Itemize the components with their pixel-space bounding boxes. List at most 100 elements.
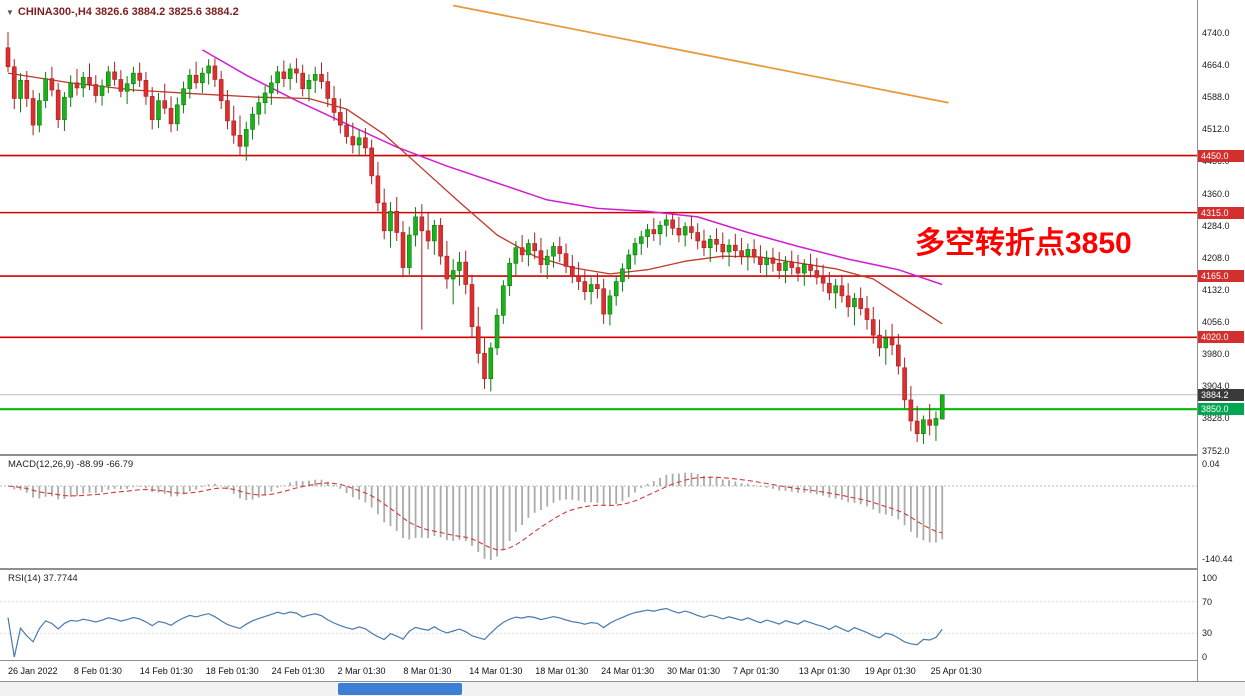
candle-body xyxy=(833,285,838,294)
candle-body xyxy=(174,104,180,125)
candle-body xyxy=(870,319,876,336)
candle-body xyxy=(99,85,105,96)
candle-body xyxy=(419,216,425,232)
candle-body xyxy=(294,68,299,74)
candle-body xyxy=(538,250,544,265)
candle-body xyxy=(651,229,657,235)
candle-body xyxy=(532,243,537,251)
rsi-axis-label: 70 xyxy=(1202,596,1213,607)
candle-body xyxy=(852,298,857,308)
candle-body xyxy=(43,78,48,101)
candle-body xyxy=(406,234,412,268)
candle-body xyxy=(55,89,61,120)
macd-axis-label: -140.44 xyxy=(1202,554,1233,564)
candle-body xyxy=(457,261,462,271)
trendline[interactable] xyxy=(452,4,949,104)
candle-body xyxy=(87,77,92,85)
macd-indicator-canvas[interactable] xyxy=(0,456,1197,568)
price-axis[interactable]: 4740.04664.04588.04512.04436.04360.04284… xyxy=(1198,0,1245,681)
candle-body xyxy=(24,80,30,99)
symbol-dropdown-icon[interactable]: ▼ xyxy=(6,7,14,17)
bottom-strip-highlight[interactable] xyxy=(338,683,462,695)
candle-body xyxy=(921,419,926,435)
candle-body xyxy=(74,82,80,89)
candle-body xyxy=(206,65,211,74)
date-tick-label: 26 Jan 2022 xyxy=(8,666,58,676)
candle-body xyxy=(638,236,644,244)
candle-body xyxy=(839,285,845,297)
candle-body xyxy=(237,134,243,147)
candle-body xyxy=(325,81,331,99)
candle-body xyxy=(877,334,882,349)
candle-body xyxy=(338,112,343,126)
candle-body xyxy=(200,72,205,84)
candle-body xyxy=(789,261,795,268)
candle-body xyxy=(864,308,870,320)
candle-body xyxy=(375,175,381,204)
panel-splitter-macd[interactable] xyxy=(0,454,1245,456)
candle-body xyxy=(607,295,613,315)
candle-body xyxy=(281,71,287,79)
candle-body xyxy=(331,98,337,113)
candle-body xyxy=(582,281,588,292)
candle-body xyxy=(858,298,864,309)
candle-body xyxy=(193,74,199,84)
candle-body xyxy=(369,147,374,177)
candle-body xyxy=(551,246,556,257)
candle-body xyxy=(124,83,130,92)
date-tick-label: 19 Apr 01:30 xyxy=(864,666,916,676)
candlestick-chart-canvas[interactable] xyxy=(0,0,1197,454)
date-tick-label: 18 Feb 01:30 xyxy=(205,666,259,676)
candle-body xyxy=(381,202,387,232)
date-axis[interactable]: 26 Jan 2022 8 Feb 01:30 14 Feb 01:30 18 Feb… xyxy=(0,661,1197,681)
rsi-axis-label: 30 xyxy=(1202,628,1213,639)
candle-body xyxy=(939,394,945,420)
candle-body xyxy=(613,281,619,297)
candle-body xyxy=(187,74,193,90)
candle-body xyxy=(576,275,581,282)
candle-body xyxy=(262,92,268,104)
candle-body xyxy=(488,347,494,380)
price-axis-border xyxy=(1197,0,1198,681)
candle-body xyxy=(544,255,550,265)
candle-body xyxy=(5,47,11,68)
ma-slow-line xyxy=(202,49,943,286)
date-tick-label: 7 Apr 01:30 xyxy=(732,666,779,676)
price-tick-label: 4664.0 xyxy=(1202,60,1230,71)
candle-body xyxy=(770,257,776,264)
date-tick-label: 25 Apr 01:30 xyxy=(930,666,982,676)
candle-body xyxy=(896,344,901,367)
candle-body xyxy=(80,77,86,89)
candle-body xyxy=(62,96,67,120)
panel-splitter-rsi[interactable] xyxy=(0,568,1245,570)
candle-body xyxy=(933,418,939,426)
rsi-line xyxy=(7,607,943,658)
candle-body xyxy=(845,295,851,308)
candle-body xyxy=(438,225,443,257)
candle-body xyxy=(444,255,450,280)
candle-body xyxy=(670,219,675,229)
candle-body xyxy=(306,80,312,90)
bottom-edge-strip xyxy=(0,682,1245,696)
candle-body xyxy=(231,120,237,136)
candle-body xyxy=(820,277,826,284)
candle-body xyxy=(344,124,349,137)
price-tick-label: 4740.0 xyxy=(1202,27,1230,38)
candle-body xyxy=(595,284,600,290)
candle-body xyxy=(156,100,161,120)
candle-body xyxy=(256,102,262,115)
candle-body xyxy=(243,129,249,147)
candle-body xyxy=(18,80,23,99)
candle-body xyxy=(601,288,606,315)
candle-body xyxy=(93,84,99,96)
candle-body xyxy=(569,266,575,277)
candle-body xyxy=(137,72,142,81)
candle-body xyxy=(400,232,406,268)
chart-annotation-text: 多空转折点3850 xyxy=(915,227,1132,260)
symbol-ohlc-text: CHINA300-,H4 3826.6 3884.2 3825.6 3884.2 xyxy=(17,6,239,18)
candle-body xyxy=(49,78,55,91)
price-tick-label: 3904.0 xyxy=(1202,381,1230,392)
candle-body xyxy=(808,264,813,271)
rsi-indicator-canvas[interactable] xyxy=(0,570,1197,660)
price-tick-label: 4284.0 xyxy=(1202,220,1230,231)
